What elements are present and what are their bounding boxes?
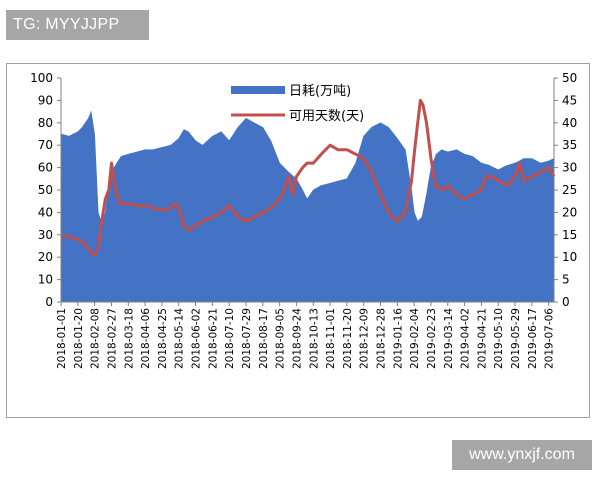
x-axis-tick-label: 2019-06-17 <box>527 308 539 369</box>
x-axis-tick-label: 2018-06-21 <box>207 308 219 369</box>
x-axis-tick-label: 2018-05-14 <box>174 308 186 369</box>
x-axis-tick-label: 2018-01-20 <box>73 308 85 369</box>
left-axis-tick-label: 60 <box>38 161 53 175</box>
x-axis-tick-label: 2019-04-21 <box>476 308 488 369</box>
left-axis-tick-label: 80 <box>38 116 53 130</box>
right-axis-tick-label: 20 <box>562 205 577 219</box>
x-axis-tick-label: 2018-02-27 <box>107 308 119 369</box>
x-axis-tick-label: 2018-06-02 <box>191 308 203 369</box>
x-axis-tick-label: 2019-02-23 <box>426 308 438 369</box>
x-axis-tick-label: 2019-01-16 <box>392 308 404 369</box>
x-axis-tick-label: 2018-03-18 <box>123 308 135 369</box>
left-axis-tick-label: 30 <box>38 228 53 242</box>
watermark-top: TG: MYYJJPP <box>6 10 149 40</box>
left-axis-tick-label: 10 <box>38 273 53 287</box>
series-available-days-line <box>60 98 556 257</box>
x-axis-tick-label: 2019-04-02 <box>460 308 472 369</box>
x-axis-tick-label: 2019-05-29 <box>510 308 522 369</box>
left-axis-tick-label: 70 <box>38 138 53 152</box>
x-axis-tick-label: 2018-07-10 <box>224 308 236 369</box>
x-axis-tick-label: 2018-12-09 <box>359 308 371 369</box>
x-axis-tick-label: 2018-08-17 <box>258 308 270 369</box>
legend-bar-label: 日耗(万吨) <box>289 84 351 99</box>
x-axis-tick-label: 2019-02-04 <box>409 308 421 369</box>
chart-frame: 0 10 20 30 40 50 60 70 80 90 100 0 5 10 15 20 25 30 35 40 45… <box>6 63 590 418</box>
left-axis-tick-label: 90 <box>38 93 53 107</box>
left-axis-tick-label: 100 <box>30 71 53 85</box>
right-axis-tick-label: 30 <box>562 161 577 175</box>
right-axis-tick-label: 15 <box>562 228 577 242</box>
x-axis-tick-label: 2018-07-29 <box>241 308 253 369</box>
x-axis-tick-label: 2018-12-28 <box>376 308 388 369</box>
x-axis-tick-label: 2018-04-25 <box>157 308 169 369</box>
x-axis-tick-label: 2018-09-05 <box>275 308 287 369</box>
legend-bar-swatch <box>231 86 285 94</box>
right-axis-tick-label: 5 <box>562 273 570 287</box>
left-axis-tick-label: 20 <box>38 250 53 264</box>
combo-chart: 0 10 20 30 40 50 60 70 80 90 100 0 5 10 15 20 25 30 35 40 45… <box>30 71 577 369</box>
x-axis-tick-label: 2018-11-20 <box>342 308 354 369</box>
left-axis-tick-label: 0 <box>45 295 53 309</box>
left-axis-tick-label: 40 <box>38 205 53 219</box>
right-axis-tick-label: 10 <box>562 250 577 264</box>
right-axis-tick-label: 25 <box>562 183 577 197</box>
legend-line-label: 可用天数(天) <box>289 109 364 124</box>
right-axis-tick-label: 40 <box>562 116 577 130</box>
x-axis-tick-label: 2018-09-24 <box>291 308 303 369</box>
right-axis-tick-label: 35 <box>562 138 577 152</box>
right-axis-tick-label: 0 <box>562 295 570 309</box>
x-axis-tick-label: 2018-10-13 <box>308 308 320 369</box>
x-axis-tick-label: 2018-02-08 <box>90 308 102 369</box>
x-axis-tick-label: 2018-11-01 <box>325 308 337 369</box>
right-axis-tick-label: 45 <box>562 93 577 107</box>
left-axis-tick-label: 50 <box>38 183 53 197</box>
watermark-bottom: www.ynxjf.com <box>452 440 592 470</box>
series-daily-consumption-bars <box>60 110 555 303</box>
x-axis-tick-label: 2019-07-06 <box>544 308 556 369</box>
x-axis-tick-label: 2018-04-06 <box>140 308 152 369</box>
x-axis-tick-label: 2018-01-01 <box>56 308 68 369</box>
right-axis-tick-label: 50 <box>562 71 577 85</box>
x-axis-tick-label: 2019-05-10 <box>493 308 505 369</box>
x-axis-tick-label: 2019-03-14 <box>443 308 455 369</box>
